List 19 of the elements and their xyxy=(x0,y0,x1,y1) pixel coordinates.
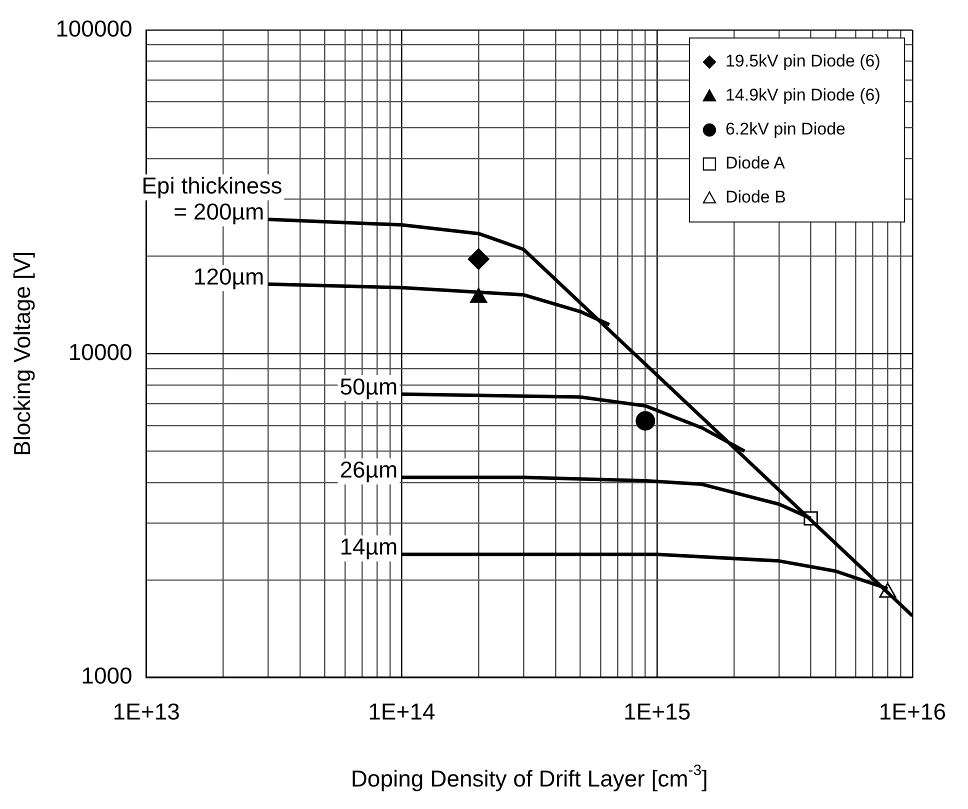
series-label: = 200µm xyxy=(174,198,264,225)
x-tick-label: 1E+16 xyxy=(878,698,946,725)
series-label: 26µm xyxy=(340,456,398,483)
x-tick-label: 1E+15 xyxy=(623,698,691,725)
legend-label: Diode B xyxy=(725,188,786,207)
legend-label: 6.2kV pin Diode xyxy=(725,120,846,139)
x-tick-label: 1E+14 xyxy=(368,698,436,725)
y-axis-title: Blocking Voltage [V] xyxy=(9,251,36,456)
x-tick-label: 1E+13 xyxy=(112,698,180,725)
legend-label: Diode A xyxy=(725,154,786,173)
y-tick-label: 10000 xyxy=(68,339,132,366)
legend-label: 14.9kV pin Diode (6) xyxy=(725,86,880,105)
annotation: Epi thickiness xyxy=(142,172,282,199)
series-label: 50µm xyxy=(340,373,398,400)
y-tick-label: 1000 xyxy=(81,662,132,689)
series-label: 120µm xyxy=(193,264,264,290)
legend-label: 19.5kV pin Diode (6) xyxy=(725,52,880,71)
series-label: 14µm xyxy=(340,534,398,560)
y-tick-label: 100000 xyxy=(56,15,132,42)
